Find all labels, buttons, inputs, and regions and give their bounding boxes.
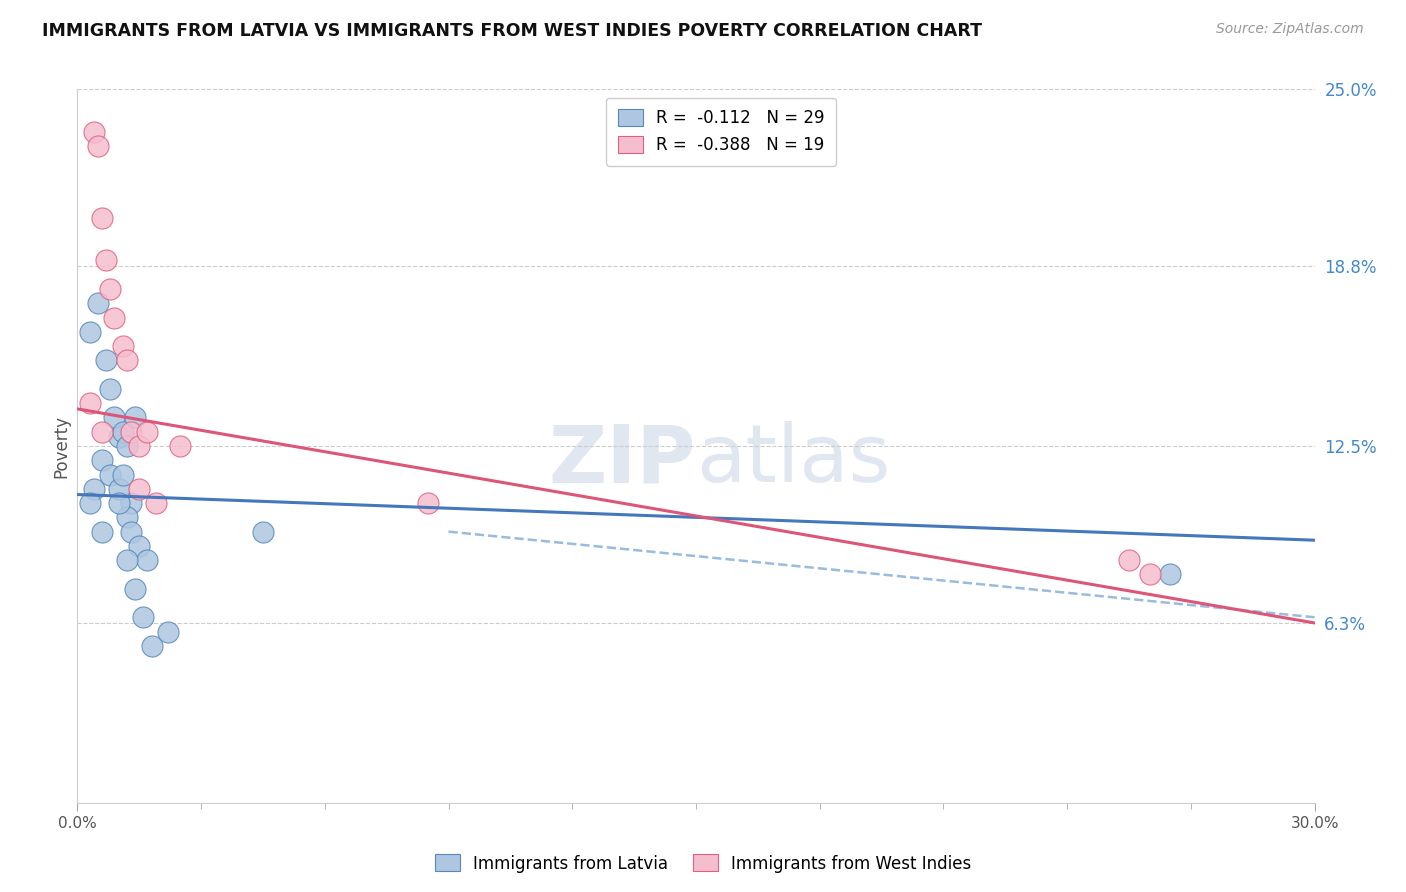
Point [128,439,150,453]
Point [252,524,274,539]
Point [107,482,129,496]
Text: ZIP: ZIP [548,421,696,500]
Point [79,325,101,339]
Point [98,282,121,296]
Point [79,496,101,510]
Point [91,211,114,225]
Point [120,425,142,439]
Point [87,296,110,310]
Point [136,553,159,567]
Y-axis label: Poverty: Poverty [52,415,70,477]
Point [91,425,114,439]
Point [115,353,138,368]
Point [124,410,146,425]
Point [91,524,114,539]
Legend: R =  -0.112   N = 29, R =  -0.388   N = 19: R = -0.112 N = 29, R = -0.388 N = 19 [606,97,837,166]
Text: atlas: atlas [696,421,890,500]
Point [128,482,150,496]
Legend: Immigrants from Latvia, Immigrants from West Indies: Immigrants from Latvia, Immigrants from … [427,847,979,880]
Point [83,482,105,496]
Point [169,439,191,453]
Point [136,425,159,439]
Point [96,353,118,368]
Point [145,496,167,510]
Point [87,139,110,153]
Point [120,524,142,539]
Point [111,425,134,439]
Point [1118,553,1140,567]
Text: Source: ZipAtlas.com: Source: ZipAtlas.com [1216,22,1364,37]
Point [157,624,180,639]
Point [91,453,114,467]
Point [103,410,125,425]
Point [124,582,146,596]
Point [107,430,129,444]
Point [115,553,138,567]
Point [141,639,163,653]
Point [96,253,118,268]
Point [1139,567,1161,582]
Text: IMMIGRANTS FROM LATVIA VS IMMIGRANTS FROM WEST INDIES POVERTY CORRELATION CHART: IMMIGRANTS FROM LATVIA VS IMMIGRANTS FRO… [42,22,983,40]
Point [79,396,101,410]
Point [98,467,121,482]
Point [115,439,138,453]
Point [132,610,155,624]
Point [103,310,125,325]
Point [111,467,134,482]
Point [111,339,134,353]
Point [115,510,138,524]
Point [83,125,105,139]
Point [128,539,150,553]
Point [98,382,121,396]
Point [416,496,439,510]
Point [1159,567,1181,582]
Point [120,496,142,510]
Point [107,496,129,510]
